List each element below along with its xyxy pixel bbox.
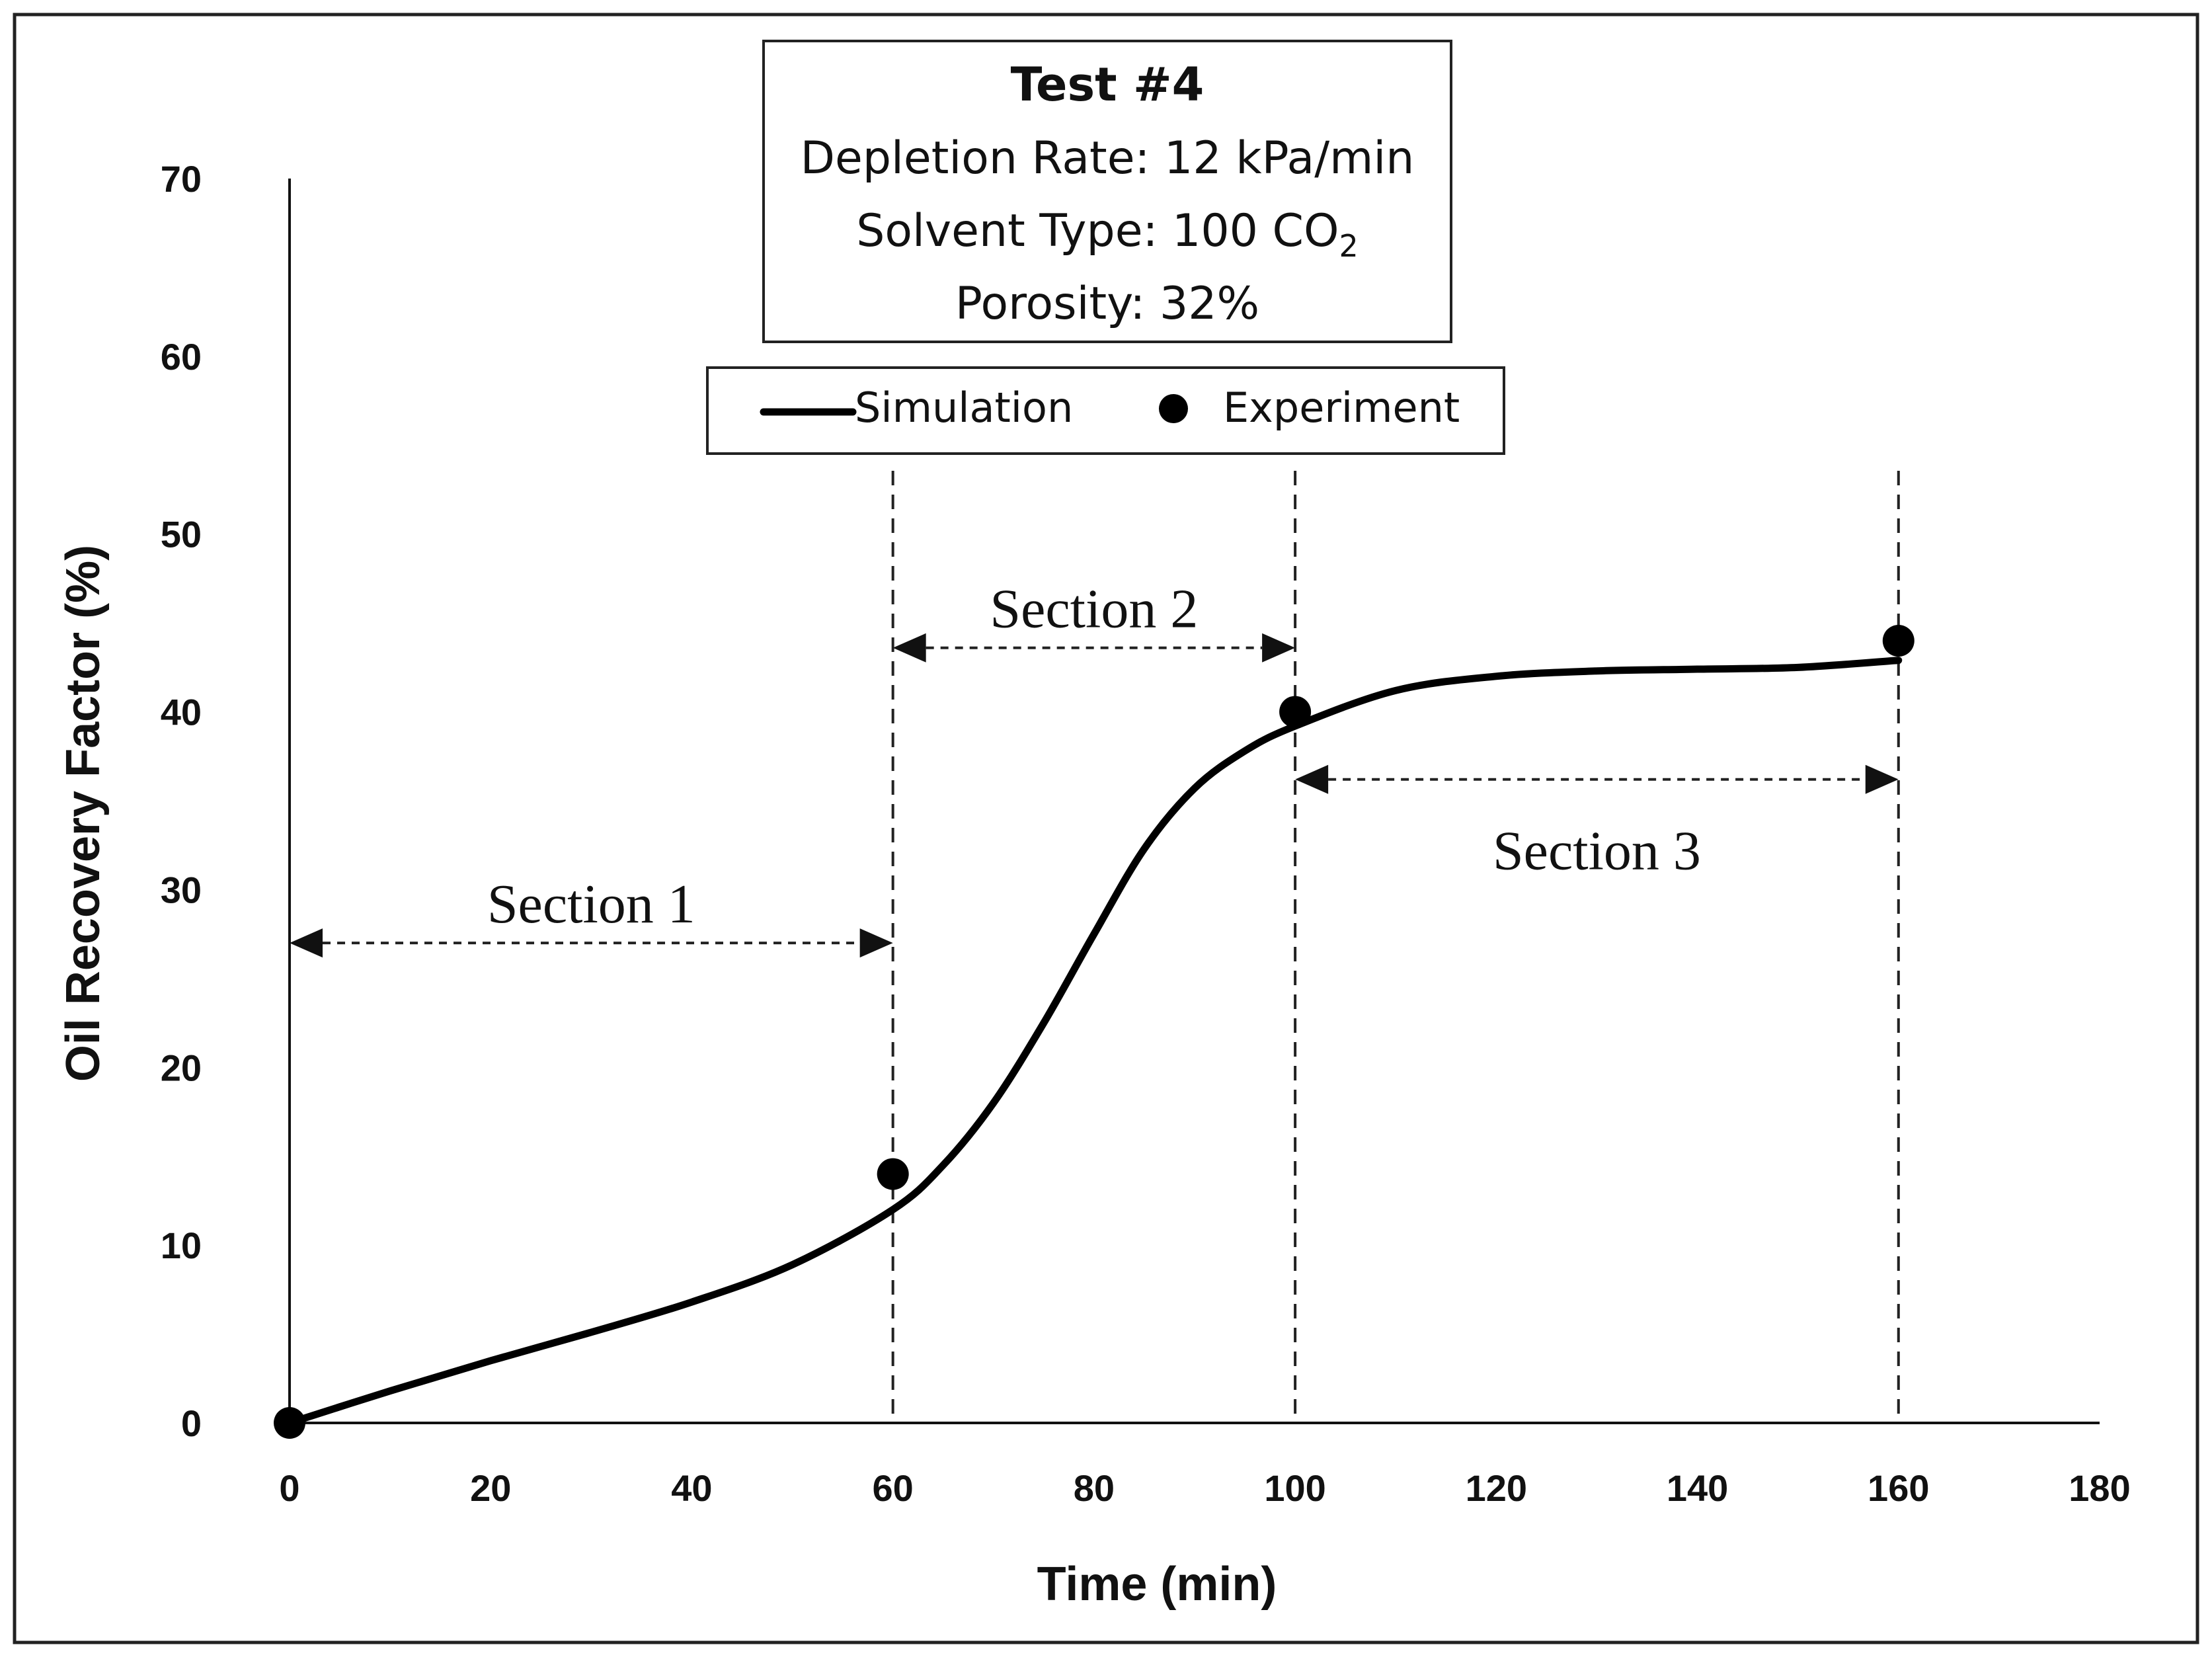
experiment-point xyxy=(274,1407,305,1439)
info-box-depletion-rate: Depletion Rate: 12 kPa/min xyxy=(801,132,1415,184)
x-tick-label: 80 xyxy=(1074,1467,1115,1509)
section-arrow-head-left xyxy=(892,633,926,663)
experiment-point xyxy=(1882,625,1915,657)
y-tick-label: 10 xyxy=(161,1225,202,1266)
experiment-point xyxy=(877,1158,909,1190)
legend-simulation-label: Simulation xyxy=(855,384,1073,432)
y-tick-label: 20 xyxy=(161,1047,202,1088)
x-tick-label: 180 xyxy=(2069,1467,2130,1509)
section-arrow-head-right xyxy=(1865,764,1899,794)
section-boundaries xyxy=(891,471,1900,1423)
section-arrow-head-right xyxy=(859,928,893,958)
y-axis-title: Oil Recovery Factor (%) xyxy=(57,545,110,1082)
x-tick-label: 20 xyxy=(470,1467,511,1509)
legend-experiment-swatch xyxy=(1159,394,1188,423)
section-label: Section 3 xyxy=(1493,820,1701,881)
section-label: Section 1 xyxy=(487,873,695,935)
info-box: Test #4 Depletion Rate: 12 kPa/min Solve… xyxy=(762,40,1452,343)
y-tick-label: 70 xyxy=(161,158,202,200)
x-tick-labels: 0 20 40 60 80 100 120 140 160 180 xyxy=(279,1467,2130,1509)
x-tick-label: 140 xyxy=(1667,1467,1728,1509)
x-tick-label: 100 xyxy=(1264,1467,1325,1509)
section-annotations: Section 1 Section 2 Section 3 xyxy=(290,579,1899,958)
legend: Simulation Experiment xyxy=(706,366,1505,455)
section-arrow-head-right xyxy=(1262,633,1296,663)
experiment-point xyxy=(1279,696,1312,728)
y-tick-label: 40 xyxy=(161,692,202,733)
section-arrow-head-left xyxy=(290,928,323,958)
section-arrow-head-left xyxy=(1295,764,1329,794)
y-tick-labels: 0 10 20 30 40 50 60 70 xyxy=(161,158,202,1444)
simulation-line xyxy=(286,657,1903,1427)
section-label: Section 2 xyxy=(990,579,1198,640)
y-tick-label: 50 xyxy=(161,514,202,555)
legend-experiment-label: Experiment xyxy=(1223,384,1460,432)
x-axis-title: Time (min) xyxy=(1037,1558,1277,1611)
info-box-solvent-subscript: 2 xyxy=(1339,228,1358,264)
y-tick-label: 30 xyxy=(161,869,202,910)
x-tick-label: 40 xyxy=(671,1467,712,1509)
y-tick-label: 60 xyxy=(161,336,202,378)
y-tick-label: 0 xyxy=(181,1402,202,1444)
info-box-porosity: Porosity: 32% xyxy=(955,278,1259,330)
experiment-points xyxy=(274,625,1915,1439)
figure-frame xyxy=(13,13,2199,1644)
info-box-solvent-text: Solvent Type: 100 CO xyxy=(856,205,1339,257)
x-tick-label: 0 xyxy=(279,1467,299,1509)
x-tick-label: 160 xyxy=(1868,1467,1929,1509)
info-box-title: Test #4 xyxy=(1011,58,1205,112)
x-tick-label: 60 xyxy=(873,1467,914,1509)
info-box-solvent-type: Solvent Type: 100 CO2 xyxy=(856,205,1359,264)
x-tick-label: 120 xyxy=(1466,1467,1527,1509)
